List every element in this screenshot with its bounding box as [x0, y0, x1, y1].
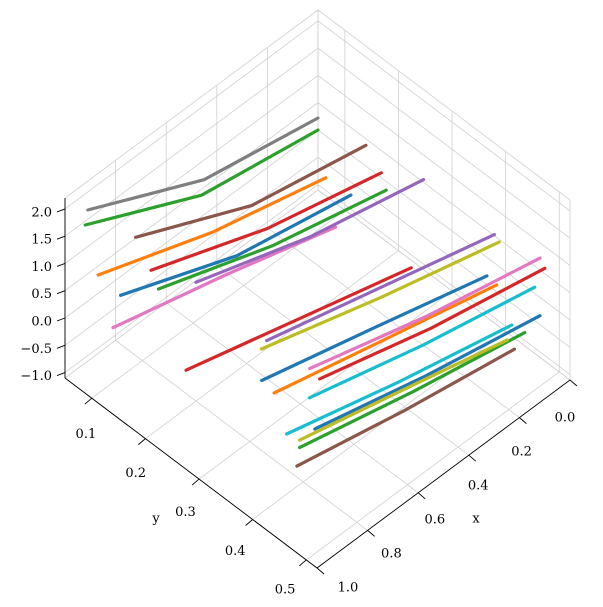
curve: [259, 240, 501, 351]
grid-line: [317, 129, 571, 321]
z-tick-label: 0.0: [31, 315, 52, 330]
z-tick: [56, 263, 66, 267]
y-axis-label: y: [151, 512, 160, 527]
grid-line: [64, 47, 319, 237]
x-tick-label: 1.0: [338, 581, 359, 596]
x-tick: [468, 454, 477, 462]
curve: [118, 193, 353, 297]
curve: [83, 128, 320, 227]
y-tick-label: 0.2: [125, 466, 146, 481]
z-tick-label: 0.5: [31, 287, 52, 302]
y-tick-label: 0.5: [275, 583, 296, 598]
curve: [298, 331, 527, 450]
curve: [260, 274, 489, 383]
grid-line: [317, 20, 571, 212]
x-tick: [367, 530, 375, 537]
curve: [285, 323, 514, 436]
curve: [313, 314, 542, 431]
grid-line: [165, 302, 419, 494]
grid-line: [64, 156, 319, 346]
x-tick: [569, 379, 578, 387]
x-tick-label: 0.4: [468, 479, 489, 494]
curve: [134, 143, 368, 239]
pane-edge: [317, 189, 571, 381]
y-tick: [298, 559, 307, 567]
y-tick: [84, 397, 93, 405]
curve: [265, 233, 496, 343]
curve: [295, 347, 517, 468]
x-tick: [417, 492, 426, 500]
pane-edge: [317, 9, 571, 201]
curve: [86, 116, 320, 212]
x-tick: [316, 567, 325, 575]
y-tick: [191, 478, 200, 486]
x-axis-label: x: [472, 512, 480, 527]
z-tick-label: 2.0: [31, 205, 52, 220]
z-tick-label: −0.5: [20, 342, 52, 357]
curve: [308, 256, 542, 371]
grid-line: [317, 184, 571, 375]
grid-line: [267, 227, 520, 418]
y-tick: [245, 519, 253, 526]
z-tick: [56, 208, 66, 213]
grid-line: [64, 129, 319, 319]
x-tick-label: 0.8: [381, 547, 402, 562]
curve: [298, 338, 509, 442]
grid-line: [64, 75, 319, 264]
grid-line: [317, 75, 571, 266]
pane-edge: [64, 9, 319, 199]
z-tick: [56, 372, 66, 376]
x-tick: [519, 417, 527, 424]
curve: [184, 266, 413, 372]
grid-line: [64, 20, 319, 210]
x-tick-label: 0.0: [555, 411, 576, 426]
grid-line: [317, 156, 571, 348]
z-tick-label: −1.0: [20, 369, 52, 384]
curve: [149, 171, 383, 272]
grid-line: [306, 371, 560, 561]
grid-line: [64, 184, 319, 373]
z-tick: [56, 235, 66, 240]
curve: [307, 285, 537, 400]
pane-edge: [64, 189, 319, 379]
grid-line: [252, 331, 506, 520]
curve: [96, 176, 328, 277]
curve: [156, 188, 388, 291]
x-tick-label: 0.2: [511, 445, 532, 460]
grid-line: [115, 340, 368, 531]
y-axis: [64, 377, 318, 569]
y-tick: [138, 438, 146, 445]
curve: [318, 266, 547, 381]
curve: [194, 178, 426, 284]
x-tick-label: 0.6: [424, 513, 445, 528]
x-axis: [316, 379, 571, 569]
z-tick: [56, 317, 66, 322]
y-tick-label: 0.1: [76, 427, 97, 442]
grid-line: [317, 102, 571, 294]
y-tick-label: 0.3: [175, 505, 196, 520]
z-tick: [56, 290, 66, 295]
curve: [111, 225, 338, 330]
z-tick-label: 1.5: [31, 233, 52, 248]
y-tick-label: 0.4: [225, 544, 246, 559]
z-tick-label: 1.0: [31, 260, 52, 275]
curve: [272, 283, 499, 395]
z-tick: [56, 344, 66, 349]
grid-line: [317, 47, 571, 239]
